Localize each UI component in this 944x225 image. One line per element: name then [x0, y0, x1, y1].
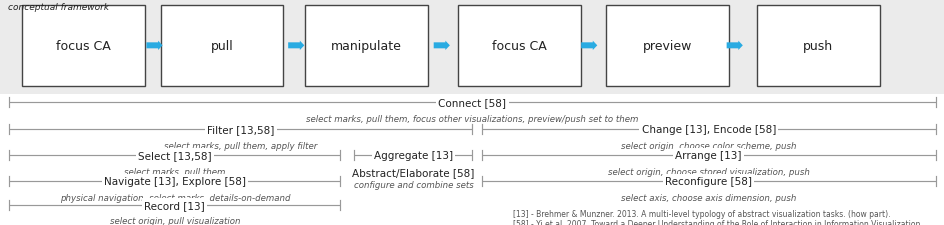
Text: conceptual framework: conceptual framework	[8, 3, 109, 12]
Text: select origin, choose stored visualization, push: select origin, choose stored visualizati…	[607, 168, 809, 177]
FancyBboxPatch shape	[160, 6, 283, 87]
Text: Aggregate [13]: Aggregate [13]	[374, 150, 452, 160]
Text: configure and combine sets: configure and combine sets	[353, 180, 473, 189]
Text: pull: pull	[211, 40, 233, 53]
FancyArrowPatch shape	[581, 41, 597, 51]
Text: Record [13]: Record [13]	[144, 200, 205, 210]
Text: Change [13], Encode [58]: Change [13], Encode [58]	[641, 124, 775, 134]
Text: select origin, choose color scheme, push: select origin, choose color scheme, push	[620, 142, 796, 151]
Text: physical navigation, select marks, details-on-demand: physical navigation, select marks, detai…	[59, 194, 290, 202]
Text: Navigate [13], Explore [58]: Navigate [13], Explore [58]	[104, 176, 245, 186]
FancyBboxPatch shape	[22, 6, 144, 87]
FancyArrowPatch shape	[146, 41, 162, 51]
Text: [58] - Yi et al. 2007. Toward a Deeper Understanding of the Role of Interaction : [58] - Yi et al. 2007. Toward a Deeper U…	[513, 219, 922, 225]
Text: select marks, pull them: select marks, pull them	[124, 168, 226, 177]
FancyBboxPatch shape	[458, 6, 581, 87]
FancyBboxPatch shape	[605, 6, 728, 87]
Text: manipulate: manipulate	[330, 40, 402, 53]
Text: [13] - Brehmer & Munzner. 2013. A multi-level typology of abstract visualization: [13] - Brehmer & Munzner. 2013. A multi-…	[513, 209, 889, 218]
Text: preview: preview	[642, 40, 691, 53]
FancyArrowPatch shape	[726, 41, 742, 51]
Text: select marks, pull them, apply filter: select marks, pull them, apply filter	[164, 142, 317, 151]
FancyArrowPatch shape	[433, 41, 449, 51]
Text: select axis, choose axis dimension, push: select axis, choose axis dimension, push	[620, 194, 796, 202]
Text: focus CA: focus CA	[56, 40, 110, 53]
Text: Filter [13,58]: Filter [13,58]	[207, 124, 275, 134]
Text: select origin, pull visualization: select origin, pull visualization	[110, 216, 240, 225]
Text: Reconfigure [58]: Reconfigure [58]	[665, 176, 751, 186]
Text: select marks, pull them, focus other visualizations, preview/push set to them: select marks, pull them, focus other vis…	[306, 115, 638, 124]
FancyBboxPatch shape	[305, 6, 428, 87]
Text: Connect [58]: Connect [58]	[438, 97, 506, 107]
Text: Arrange [13]: Arrange [13]	[675, 150, 741, 160]
Text: focus CA: focus CA	[492, 40, 547, 53]
FancyArrowPatch shape	[288, 41, 304, 51]
Text: Select [13,58]: Select [13,58]	[138, 150, 211, 160]
FancyBboxPatch shape	[0, 0, 944, 94]
Text: Abstract/Elaborate [58]: Abstract/Elaborate [58]	[352, 168, 474, 178]
Text: push: push	[802, 40, 833, 53]
FancyBboxPatch shape	[756, 6, 879, 87]
